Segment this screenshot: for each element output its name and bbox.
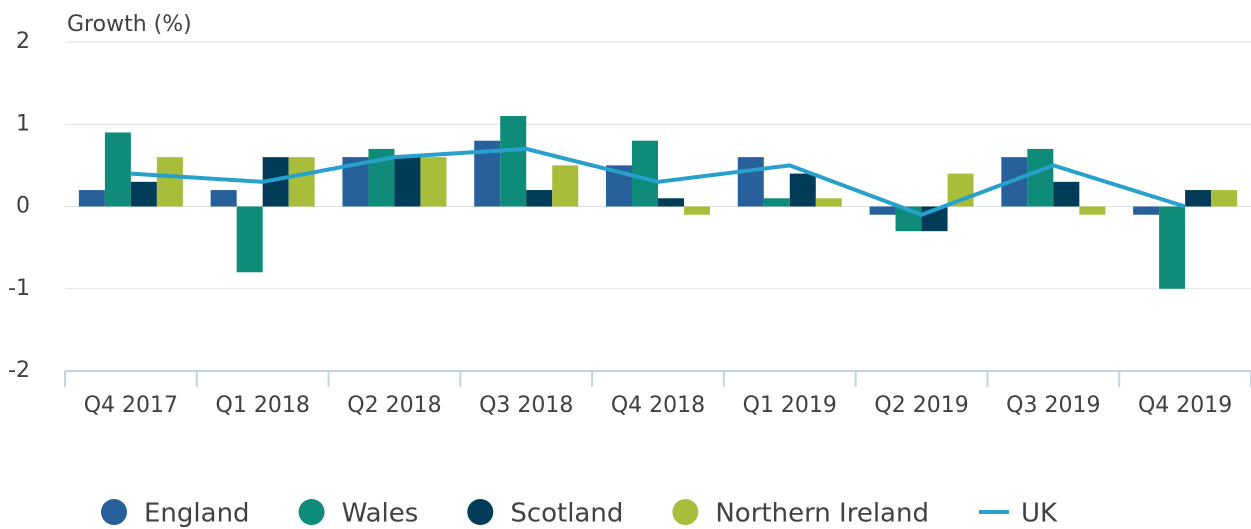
x-tick-label: Q2 2018 xyxy=(347,393,441,418)
bar xyxy=(210,190,237,207)
bar xyxy=(236,206,263,273)
bar xyxy=(500,116,527,207)
bar xyxy=(130,181,157,207)
legend-label: Northern Ireland xyxy=(715,499,929,529)
bar xyxy=(526,190,553,207)
bar xyxy=(552,165,579,207)
legend-label: Wales xyxy=(342,499,419,529)
x-tick-label: Q4 2018 xyxy=(611,393,705,418)
x-tick-label: Q1 2018 xyxy=(216,393,310,418)
bar xyxy=(104,132,131,207)
bar xyxy=(1079,206,1106,215)
x-tick-label: Q4 2019 xyxy=(1138,393,1232,418)
x-tick-label: Q2 2019 xyxy=(874,393,968,418)
legend-label: UK xyxy=(1021,499,1058,529)
y-tick-label: 2 xyxy=(16,29,30,54)
x-tick-label: Q3 2018 xyxy=(479,393,573,418)
bar xyxy=(156,157,183,207)
y-axis-label: Growth (%) xyxy=(67,12,192,37)
bar xyxy=(1053,181,1080,207)
bar xyxy=(394,157,421,207)
bar xyxy=(1185,190,1212,207)
bar xyxy=(1027,148,1054,207)
bar xyxy=(1159,206,1186,289)
bar xyxy=(420,157,447,207)
y-tick-label: 1 xyxy=(16,111,30,136)
bar xyxy=(1211,190,1238,207)
y-tick-label: -2 xyxy=(8,358,30,383)
bar xyxy=(737,157,764,207)
line xyxy=(130,146,1186,217)
x-tick-label: Q1 2019 xyxy=(743,393,837,418)
bar xyxy=(288,157,315,207)
bar xyxy=(1133,206,1160,215)
bar xyxy=(789,173,816,207)
legend-label: England xyxy=(144,499,250,529)
legend-label: Scotland xyxy=(510,499,623,529)
x-tick-label: Q4 2017 xyxy=(84,393,178,418)
bar xyxy=(78,190,105,207)
bar xyxy=(763,198,790,207)
legend-swatch xyxy=(101,499,127,525)
bar xyxy=(632,140,658,207)
bar xyxy=(869,206,896,215)
bar xyxy=(684,206,710,215)
x-tick-label: Q3 2019 xyxy=(1006,393,1100,418)
legend-swatch xyxy=(467,499,494,525)
legend-swatch xyxy=(298,499,325,525)
y-tick-label: 0 xyxy=(16,194,30,219)
legend-swatch xyxy=(672,499,699,525)
bar xyxy=(815,198,842,207)
bar xyxy=(658,198,684,207)
y-tick-label: -1 xyxy=(8,276,30,301)
